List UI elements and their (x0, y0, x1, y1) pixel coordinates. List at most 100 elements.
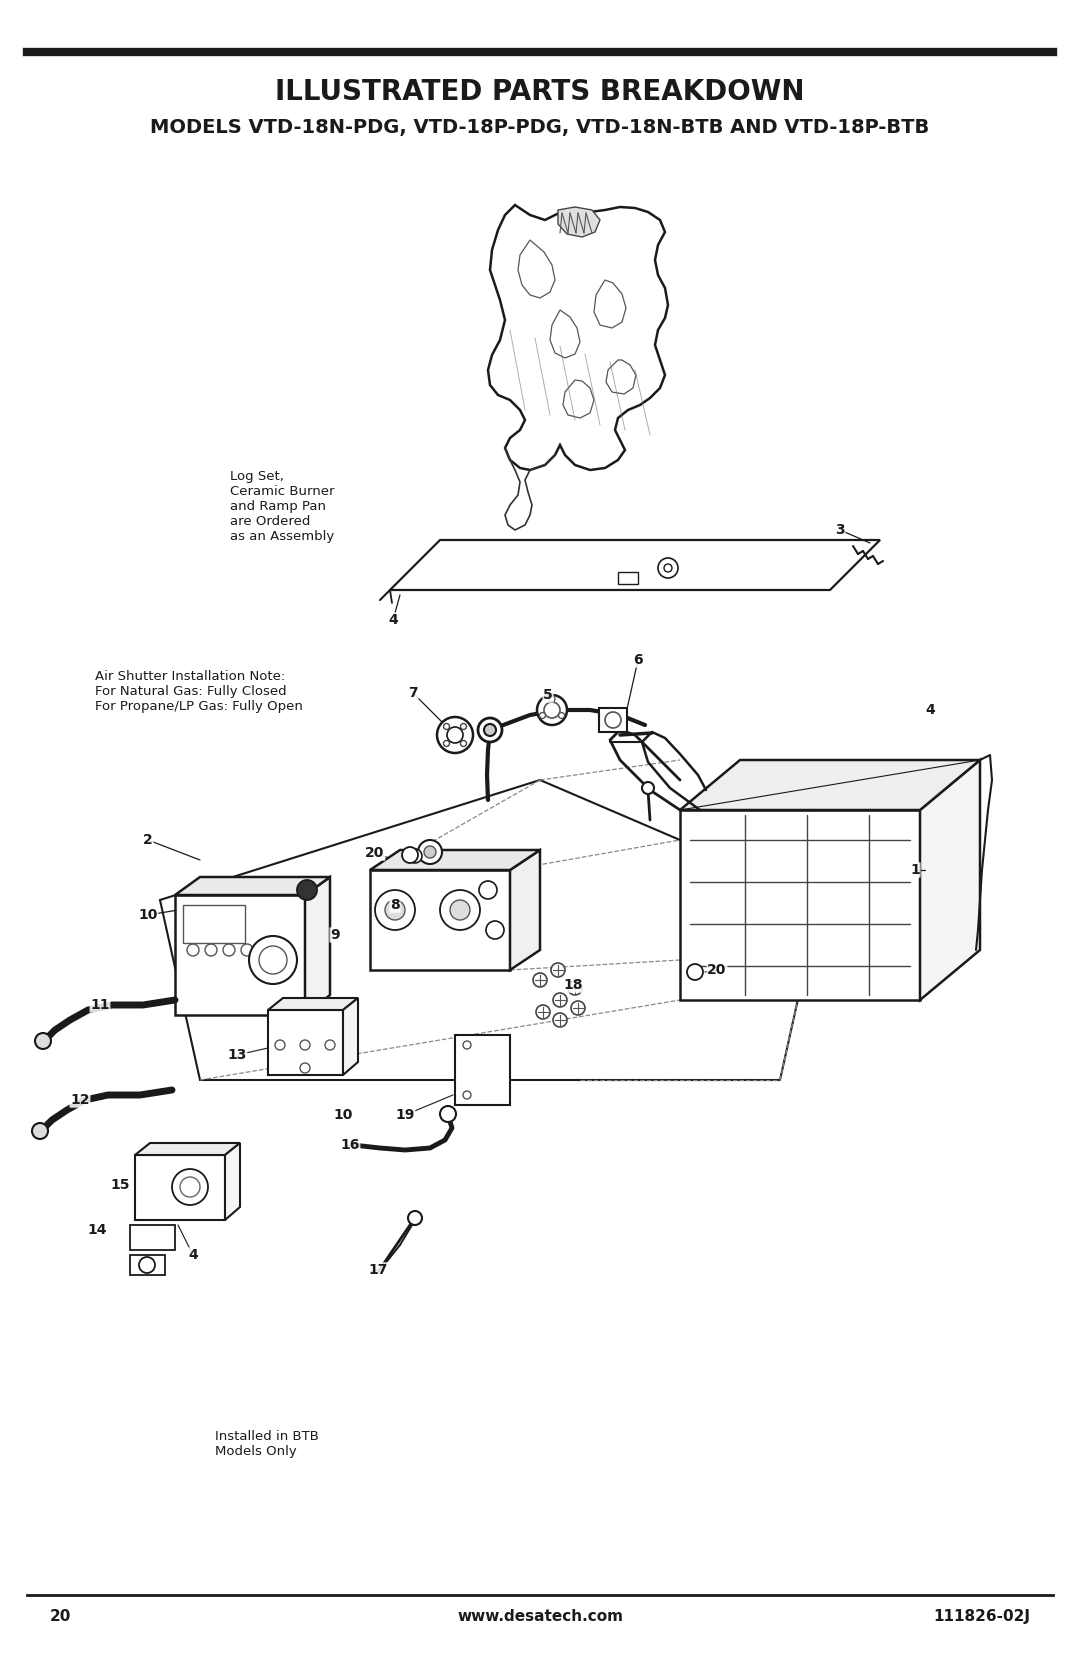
Text: 5: 5 (543, 688, 553, 703)
Circle shape (478, 718, 502, 743)
Text: 4: 4 (388, 613, 397, 628)
Text: MODELS VTD-18N-PDG, VTD-18P-PDG, VTD-18N-BTB AND VTD-18P-BTB: MODELS VTD-18N-PDG, VTD-18P-PDG, VTD-18N… (150, 118, 930, 137)
Polygon shape (305, 876, 330, 1015)
Polygon shape (680, 759, 980, 809)
Polygon shape (563, 381, 594, 417)
Polygon shape (510, 850, 540, 970)
Polygon shape (370, 850, 540, 870)
Circle shape (205, 945, 217, 956)
Text: 6: 6 (633, 653, 643, 668)
Circle shape (139, 1257, 156, 1273)
Text: 20: 20 (50, 1609, 71, 1624)
Circle shape (418, 840, 442, 865)
Circle shape (460, 741, 467, 746)
Circle shape (440, 890, 480, 930)
Polygon shape (225, 1143, 240, 1220)
Polygon shape (175, 895, 305, 1015)
Circle shape (408, 1212, 422, 1225)
Polygon shape (370, 870, 510, 970)
Circle shape (605, 713, 621, 728)
Text: 20: 20 (365, 846, 384, 860)
Circle shape (549, 696, 555, 703)
Circle shape (642, 783, 654, 794)
Circle shape (444, 741, 449, 746)
Circle shape (534, 973, 546, 986)
Polygon shape (594, 280, 626, 329)
Polygon shape (135, 1155, 225, 1220)
Polygon shape (618, 572, 638, 584)
Text: www.desatech.com: www.desatech.com (457, 1609, 623, 1624)
Circle shape (484, 724, 496, 736)
Circle shape (297, 880, 318, 900)
Circle shape (571, 1001, 585, 1015)
Circle shape (440, 1107, 456, 1122)
Polygon shape (135, 1143, 240, 1155)
Text: 12: 12 (70, 1093, 90, 1107)
Circle shape (437, 718, 473, 753)
Circle shape (463, 1092, 471, 1098)
Circle shape (553, 1013, 567, 1026)
Circle shape (460, 724, 467, 729)
Circle shape (664, 564, 672, 572)
Text: 19: 19 (395, 1108, 415, 1122)
Text: 18: 18 (564, 978, 583, 991)
Circle shape (544, 703, 561, 718)
Text: 14: 14 (87, 1223, 107, 1237)
Polygon shape (606, 361, 636, 394)
Circle shape (249, 936, 297, 985)
Polygon shape (558, 207, 600, 237)
Text: 16: 16 (340, 1138, 360, 1152)
Text: Air Shutter Installation Note:
For Natural Gas: Fully Closed
For Propane/LP Gas:: Air Shutter Installation Note: For Natur… (95, 669, 302, 713)
Circle shape (558, 713, 565, 718)
Text: Log Set,
Ceramic Burner
and Ramp Pan
are Ordered
as an Assembly: Log Set, Ceramic Burner and Ramp Pan are… (230, 471, 335, 542)
Text: 13: 13 (227, 1048, 246, 1061)
Circle shape (551, 963, 565, 976)
Polygon shape (268, 998, 357, 1010)
Polygon shape (920, 759, 980, 1000)
Text: 3: 3 (835, 522, 845, 537)
Circle shape (540, 713, 545, 718)
Polygon shape (130, 1225, 175, 1250)
Circle shape (325, 1040, 335, 1050)
Text: 8: 8 (390, 898, 400, 911)
Circle shape (447, 728, 463, 743)
Text: 20: 20 (707, 963, 727, 976)
Circle shape (241, 945, 253, 956)
Circle shape (658, 557, 678, 577)
Text: 2: 2 (144, 833, 153, 846)
Polygon shape (680, 809, 920, 1000)
Text: 111826-02J: 111826-02J (933, 1609, 1030, 1624)
Text: 15: 15 (110, 1178, 130, 1192)
Polygon shape (183, 905, 245, 943)
Circle shape (463, 1041, 471, 1050)
Circle shape (259, 946, 287, 975)
Circle shape (275, 1040, 285, 1050)
Circle shape (375, 890, 415, 930)
Text: Installed in BTB
Models Only: Installed in BTB Models Only (215, 1430, 319, 1459)
Text: 10: 10 (334, 1108, 353, 1122)
Circle shape (300, 1063, 310, 1073)
Circle shape (384, 900, 405, 920)
Circle shape (32, 1123, 48, 1138)
Polygon shape (343, 998, 357, 1075)
Circle shape (568, 981, 582, 995)
Text: 4: 4 (188, 1248, 198, 1262)
Polygon shape (550, 310, 580, 357)
Circle shape (187, 945, 199, 956)
Circle shape (486, 921, 504, 940)
Text: ILLUSTRATED PARTS BREAKDOWN: ILLUSTRATED PARTS BREAKDOWN (275, 78, 805, 107)
Text: 10: 10 (138, 908, 158, 921)
Circle shape (536, 1005, 550, 1020)
Circle shape (172, 1168, 208, 1205)
Circle shape (35, 1033, 51, 1050)
Polygon shape (518, 240, 555, 299)
Polygon shape (455, 1035, 510, 1105)
Text: 7: 7 (408, 686, 418, 699)
Text: 4: 4 (926, 703, 935, 718)
Circle shape (444, 724, 449, 729)
Circle shape (259, 945, 271, 956)
Polygon shape (175, 876, 330, 895)
Circle shape (402, 846, 418, 863)
Circle shape (450, 900, 470, 920)
Circle shape (222, 945, 235, 956)
